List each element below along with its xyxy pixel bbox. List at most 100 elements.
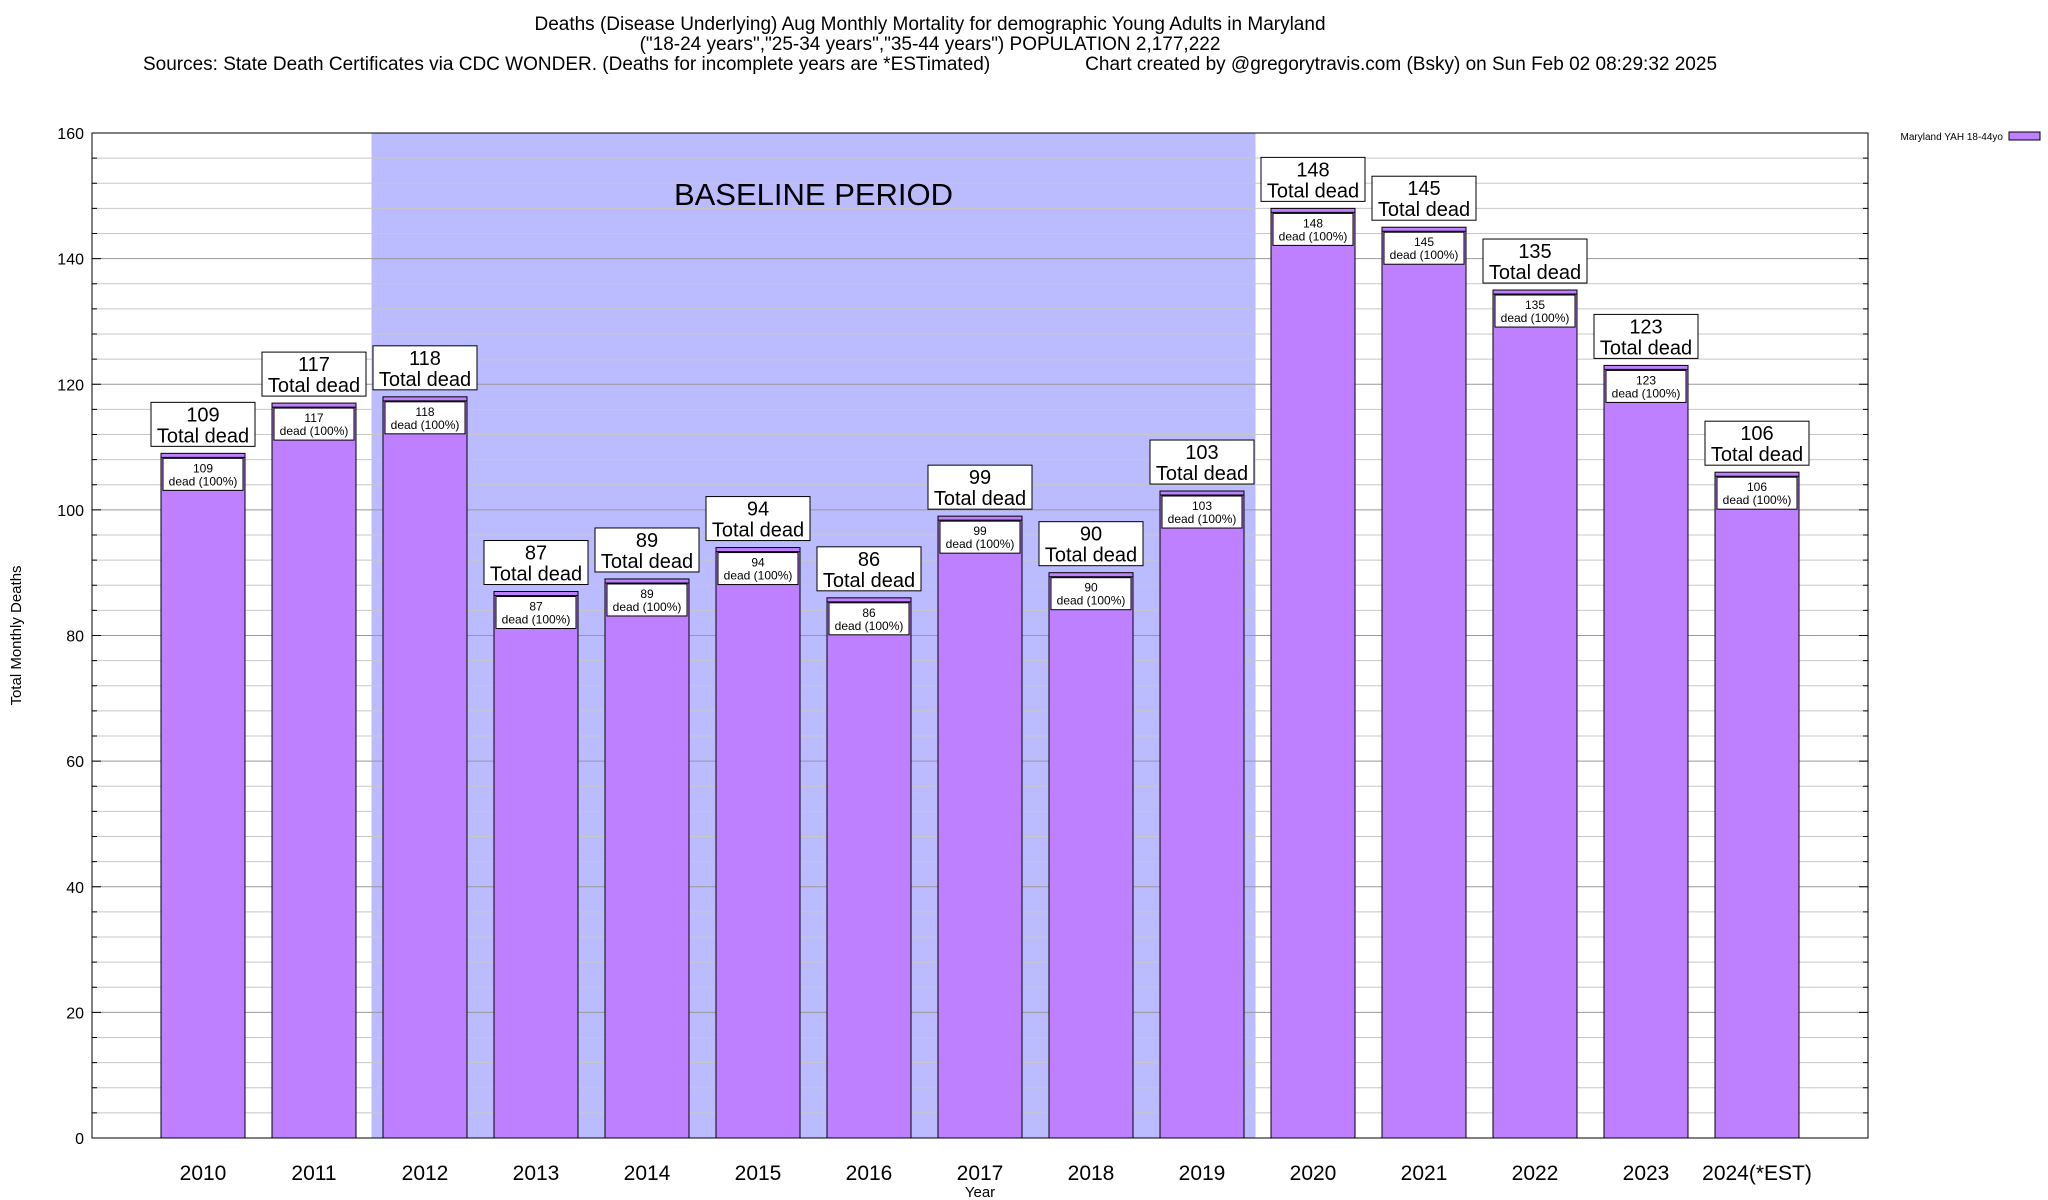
total-label-box: [705, 496, 811, 542]
bar: [826, 597, 912, 1139]
bars: [160, 207, 1800, 1139]
total-label-suffix: Total dead: [1378, 199, 1470, 221]
total-label-value: 118: [409, 348, 441, 370]
y-tick-label: 60: [66, 754, 84, 771]
x-tick-label: 2019: [1179, 1162, 1226, 1185]
bar: [1270, 207, 1356, 1139]
legend-series-label: Maryland YAH 18-44yo: [1901, 132, 2004, 143]
inner-label-suffix: dead (100%): [169, 474, 238, 488]
inner-label-box: [717, 552, 799, 586]
inner-label-box: [495, 596, 577, 630]
total-label-value: 135: [1518, 241, 1551, 263]
total-label-value: 123: [1629, 316, 1662, 338]
inner-label-box: [1383, 231, 1465, 265]
y-tick-label: 140: [57, 252, 84, 269]
inner-label-value: 86: [862, 606, 876, 620]
total-label-box: [1260, 156, 1366, 202]
inner-label-suffix: dead (100%): [1723, 493, 1792, 507]
inner-label-value: 89: [640, 587, 654, 601]
x-tick-label: 2015: [735, 1162, 782, 1185]
bar: [1603, 364, 1689, 1139]
total-label-box: [594, 527, 700, 573]
inner-label-suffix: dead (100%): [946, 537, 1015, 551]
total-label-value: 90: [1080, 524, 1102, 546]
inner-label-box: [1494, 294, 1576, 328]
x-tick-label: 2018: [1068, 1162, 1115, 1185]
legend: Maryland YAH 18-44yo: [1901, 131, 2041, 143]
total-label-box: [372, 345, 478, 391]
total-label-box: [483, 540, 589, 586]
x-tick-label: 2023: [1623, 1162, 1670, 1185]
inner-label-value: 109: [193, 461, 213, 475]
total-label-suffix: Total dead: [1156, 463, 1248, 485]
inner-label-box: [1605, 369, 1687, 403]
inner-label-box: [1050, 577, 1132, 611]
axes: 0 20 40 60 80 100 120 140 160 2010 2011 2012 2013 201…: [57, 126, 1869, 1185]
x-tick-label: 2024(*EST): [1702, 1162, 1812, 1185]
x-tick-label: 2010: [180, 1162, 227, 1185]
inner-label-box: [1272, 212, 1354, 246]
sources-line: Sources: State Death Certificates via CD…: [0, 54, 1860, 75]
inner-label-value: 148: [1303, 216, 1323, 230]
total-label-suffix: Total dead: [268, 375, 360, 397]
total-label-suffix: Total dead: [379, 369, 471, 391]
chart-subtitle: ("18-24 years","25-34 years","35-44 year…: [639, 34, 1221, 55]
inner-label-suffix: dead (100%): [835, 619, 904, 633]
total-label-suffix: Total dead: [712, 520, 804, 542]
total-label-suffix: Total dead: [1489, 262, 1581, 284]
total-label-suffix: Total dead: [823, 570, 915, 592]
inner-label-value: 117: [304, 411, 323, 425]
x-tick-label: 2022: [1512, 1162, 1559, 1185]
y-tick-label: 120: [57, 377, 84, 394]
y-axis-title: Total Monthly Deaths: [8, 565, 25, 705]
total-label-value: 148: [1296, 159, 1329, 181]
inner-label-suffix: dead (100%): [502, 613, 571, 627]
inner-label-suffix: dead (100%): [280, 424, 349, 438]
total-label-value: 87: [525, 543, 547, 565]
total-label-value: 103: [1185, 442, 1218, 464]
total-label-box: [816, 546, 922, 592]
total-label-suffix: Total dead: [490, 564, 582, 586]
total-label-value: 94: [747, 499, 769, 521]
total-label-box: [150, 401, 256, 447]
total-label-value: 117: [298, 354, 330, 376]
bar: [937, 515, 1023, 1139]
inner-label-value: 118: [415, 405, 434, 419]
y-tick-label: 40: [66, 880, 84, 897]
y-tick-label: 160: [57, 126, 84, 143]
inner-label-value: 145: [1414, 235, 1434, 249]
inner-label-box: [1716, 476, 1798, 510]
x-tick-label: 2013: [513, 1162, 560, 1185]
inner-label-suffix: dead (100%): [1501, 311, 1570, 325]
inner-label-box: [162, 457, 244, 491]
inner-label-box: [384, 401, 466, 435]
total-label-box: [1704, 420, 1810, 466]
inner-label-suffix: dead (100%): [1279, 229, 1348, 243]
inner-label-box: [939, 520, 1021, 554]
